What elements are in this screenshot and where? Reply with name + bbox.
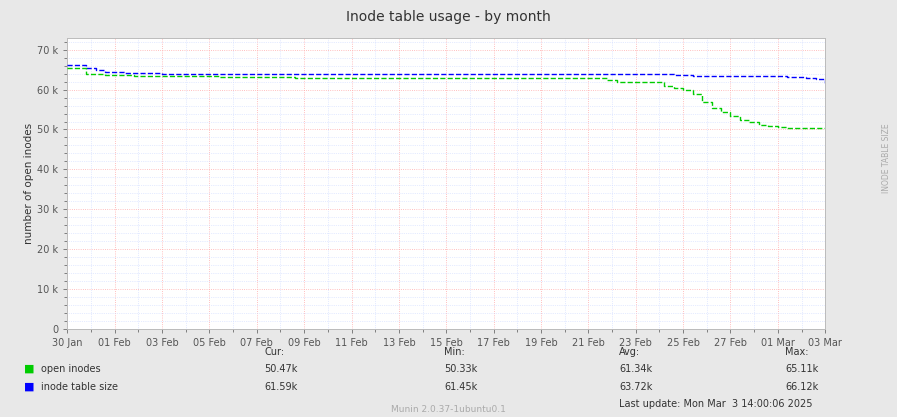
Text: Last update: Mon Mar  3 14:00:06 2025: Last update: Mon Mar 3 14:00:06 2025 (619, 399, 813, 409)
Text: ■: ■ (24, 382, 35, 392)
Text: open inodes: open inodes (41, 364, 100, 374)
Text: 66.12k: 66.12k (785, 382, 818, 392)
Text: 63.72k: 63.72k (619, 382, 652, 392)
Text: 61.45k: 61.45k (444, 382, 477, 392)
Text: 50.47k: 50.47k (265, 364, 298, 374)
Text: 65.11k: 65.11k (785, 364, 818, 374)
Text: ■: ■ (24, 364, 35, 374)
Text: 61.59k: 61.59k (265, 382, 298, 392)
Y-axis label: number of open inodes: number of open inodes (24, 123, 34, 244)
Text: INODE TABLE SIZE: INODE TABLE SIZE (882, 124, 891, 193)
Text: Min:: Min: (444, 347, 465, 357)
Text: Avg:: Avg: (619, 347, 640, 357)
Text: Munin 2.0.37-1ubuntu0.1: Munin 2.0.37-1ubuntu0.1 (391, 404, 506, 414)
Text: 50.33k: 50.33k (444, 364, 477, 374)
Text: Max:: Max: (785, 347, 808, 357)
Text: Inode table usage - by month: Inode table usage - by month (346, 10, 551, 25)
Text: 61.34k: 61.34k (619, 364, 652, 374)
Text: inode table size: inode table size (41, 382, 118, 392)
Text: Cur:: Cur: (265, 347, 284, 357)
